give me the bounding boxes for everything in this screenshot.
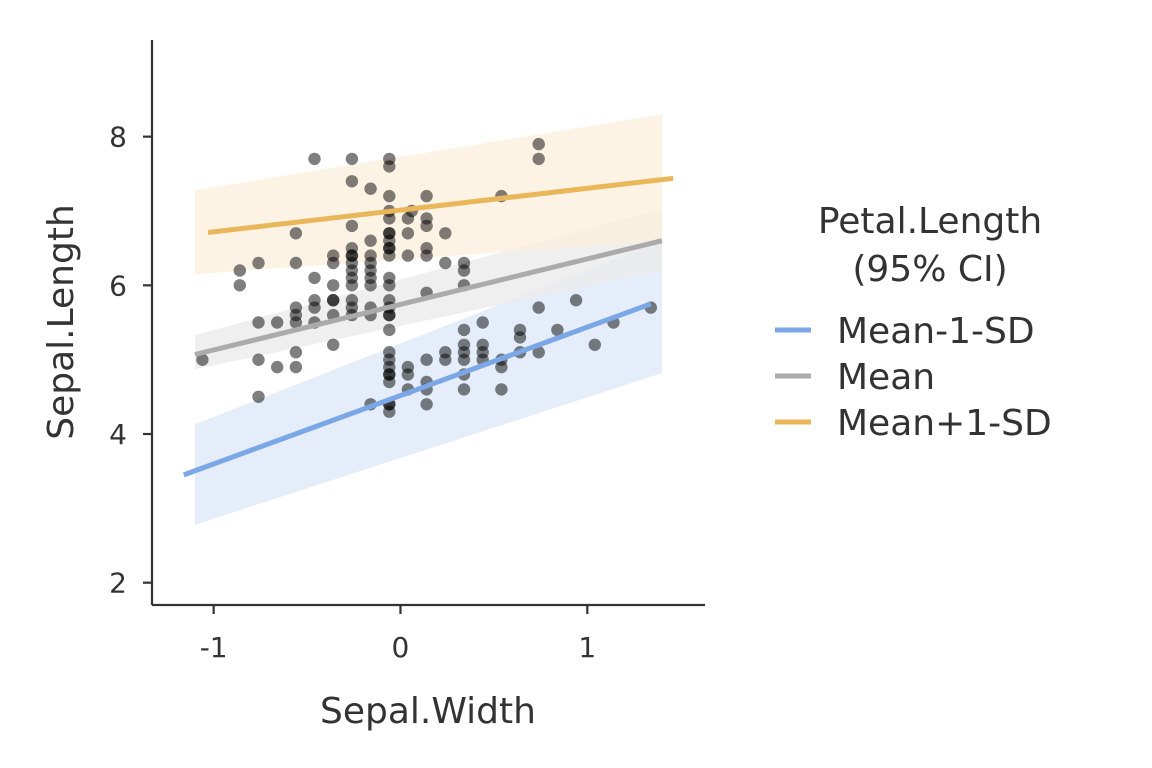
data-point bbox=[457, 323, 471, 337]
data-point bbox=[383, 279, 396, 292]
data-point bbox=[457, 264, 471, 277]
data-point bbox=[383, 405, 396, 418]
data-point bbox=[401, 212, 415, 225]
data-point bbox=[383, 308, 396, 322]
data-point bbox=[327, 338, 340, 351]
data-point bbox=[401, 227, 415, 240]
data-point bbox=[196, 353, 209, 366]
data-point bbox=[327, 294, 340, 307]
data-point bbox=[252, 353, 265, 366]
data-point bbox=[327, 279, 340, 292]
data-point bbox=[532, 346, 545, 359]
data-point bbox=[588, 338, 601, 351]
data-point bbox=[532, 301, 545, 314]
data-point bbox=[569, 294, 583, 307]
data-point bbox=[439, 227, 452, 240]
legend-label-1: Mean bbox=[837, 357, 935, 398]
regression-line-0 bbox=[182, 301, 652, 478]
data-point bbox=[495, 360, 508, 374]
legend-title-line-2: (95% CI) bbox=[852, 249, 1007, 290]
data-point bbox=[383, 189, 396, 203]
data-point bbox=[420, 398, 433, 411]
data-point bbox=[364, 279, 377, 292]
data-point bbox=[383, 323, 396, 337]
data-point bbox=[289, 256, 303, 270]
data-point bbox=[401, 368, 415, 381]
y-axis-title: Sepal.Length bbox=[41, 204, 82, 440]
x-ticks: -1 0 1 bbox=[200, 605, 596, 664]
data-point bbox=[420, 189, 433, 203]
data-point bbox=[289, 360, 303, 374]
x-tick-label: 1 bbox=[578, 631, 596, 664]
data-point bbox=[289, 227, 303, 240]
regression-line-2 bbox=[207, 175, 674, 235]
data-point bbox=[532, 152, 545, 166]
data-point bbox=[252, 390, 265, 403]
data-point bbox=[308, 301, 321, 314]
data-point bbox=[308, 271, 321, 285]
data-point bbox=[420, 353, 433, 366]
data-point bbox=[476, 316, 489, 329]
x-tick-label: -1 bbox=[200, 631, 228, 664]
x-axis-title: Sepal.Width bbox=[320, 691, 536, 732]
data-point bbox=[233, 264, 246, 277]
legend-items: Mean-1-SD Mean Mean+1-SD bbox=[775, 311, 1052, 444]
data-point bbox=[383, 375, 396, 389]
regression-line-1 bbox=[194, 238, 663, 357]
data-point bbox=[383, 212, 396, 225]
data-point bbox=[252, 316, 265, 329]
data-point bbox=[457, 353, 471, 366]
data-point bbox=[308, 152, 321, 166]
y-tick-label: 8 bbox=[109, 121, 127, 154]
data-point bbox=[439, 353, 452, 366]
data-point bbox=[383, 160, 396, 173]
data-point bbox=[289, 316, 303, 329]
y-ticks: 2 4 6 8 bbox=[109, 121, 152, 600]
data-point bbox=[345, 152, 359, 166]
x-tick-label: 0 bbox=[392, 631, 410, 664]
data-point bbox=[401, 249, 415, 262]
data-point bbox=[345, 175, 359, 188]
data-point bbox=[271, 316, 284, 329]
legend-title-line-1: Petal.Length bbox=[818, 201, 1042, 242]
legend: Petal.Length (95% CI) Mean-1-SD Mean Mean+… bbox=[775, 201, 1052, 444]
data-point bbox=[457, 383, 471, 396]
data-point bbox=[364, 234, 377, 247]
data-point bbox=[420, 249, 433, 262]
data-point bbox=[345, 279, 359, 292]
data-point bbox=[532, 137, 545, 151]
data-point bbox=[513, 331, 527, 344]
data-point bbox=[271, 360, 284, 374]
legend-label-2: Mean+1-SD bbox=[837, 403, 1052, 444]
data-point bbox=[420, 219, 433, 233]
data-point bbox=[233, 279, 246, 292]
data-point bbox=[383, 249, 396, 262]
data-point bbox=[551, 323, 564, 337]
axes bbox=[150, 40, 705, 607]
regression-lines bbox=[182, 175, 674, 478]
data-point bbox=[495, 383, 508, 396]
data-point bbox=[327, 256, 340, 270]
y-tick-label: 6 bbox=[109, 269, 127, 302]
data-point bbox=[289, 346, 303, 359]
data-point bbox=[364, 182, 377, 195]
data-point bbox=[345, 219, 359, 233]
legend-label-0: Mean-1-SD bbox=[837, 311, 1035, 352]
data-point bbox=[439, 256, 452, 270]
y-tick-label: 4 bbox=[109, 418, 127, 451]
data-point bbox=[252, 256, 265, 270]
y-tick-label: 2 bbox=[109, 567, 127, 600]
